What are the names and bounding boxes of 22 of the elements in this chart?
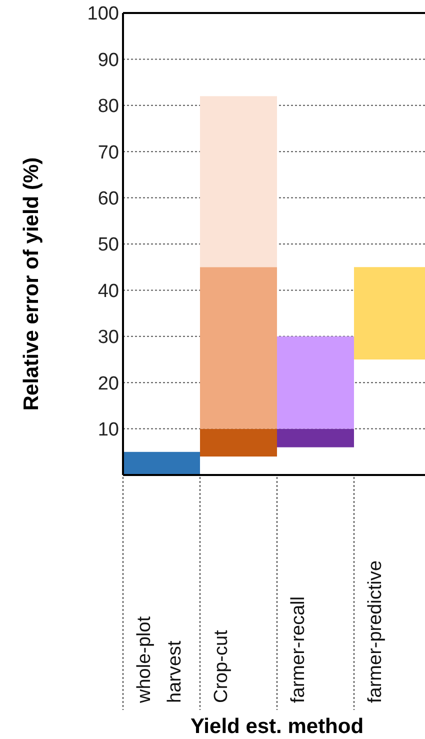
y-axis-title: Relative error of yield (%)	[20, 157, 43, 411]
x-tick-label: whole-plot harvest	[134, 616, 186, 704]
x-tick-label: farmer-predictive	[365, 560, 386, 703]
y-tick-label: 90	[98, 50, 119, 71]
bar	[200, 428, 277, 457]
bar	[200, 267, 277, 429]
y-tick-label: 80	[98, 96, 119, 118]
x-tick-label: Crop-cut	[211, 629, 232, 703]
y-tick-label: 50	[98, 234, 119, 256]
bar	[277, 336, 354, 429]
y-tick-label: 100	[87, 4, 119, 25]
y-tick-label: 10	[98, 419, 119, 440]
bar	[200, 96, 277, 268]
bar	[277, 428, 354, 448]
y-tick-label: 20	[98, 373, 119, 394]
y-tick-label: 40	[98, 280, 119, 302]
x-tick-label: farmer-recall	[288, 596, 310, 703]
x-axis-title: Yield est. method	[190, 715, 364, 738]
y-tick-label: 70	[98, 142, 119, 164]
y-tick-label: 30	[98, 327, 119, 348]
y-tick-label: 60	[98, 188, 119, 210]
bar	[123, 452, 200, 475]
